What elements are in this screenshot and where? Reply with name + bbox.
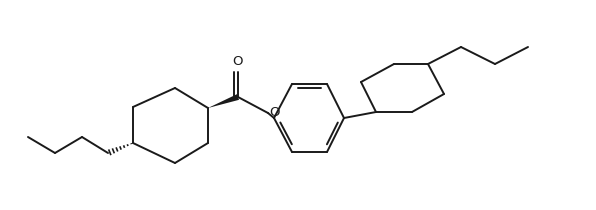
Text: O: O <box>269 105 280 118</box>
Text: O: O <box>232 55 242 68</box>
Polygon shape <box>208 94 239 108</box>
